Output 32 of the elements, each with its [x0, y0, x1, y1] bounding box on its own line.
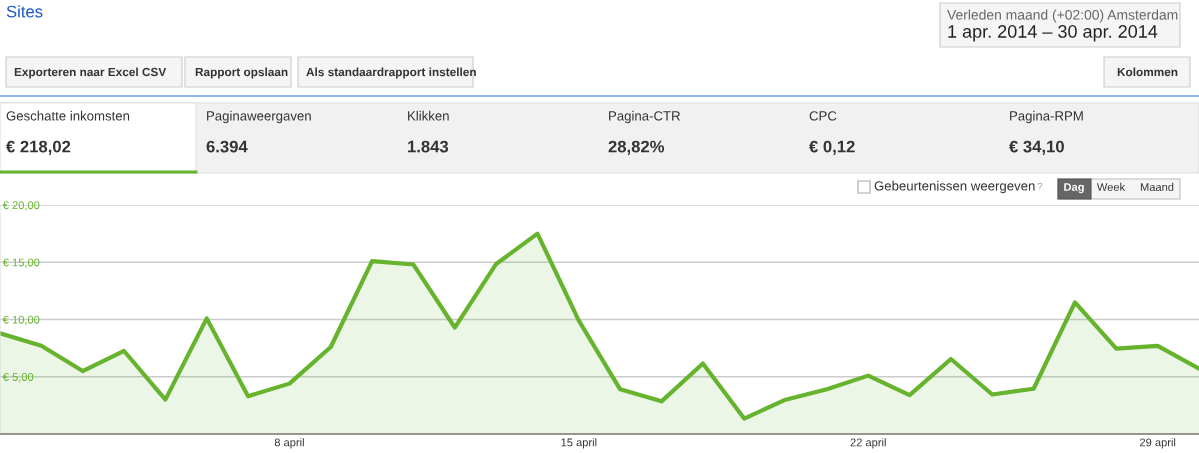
- text: Rapport opslaan: [195, 67, 288, 79]
- text: 1.843: [408, 140, 449, 153]
- text: Exporteren naar Excel CSV: [14, 67, 167, 79]
- text: € 34,10: [1009, 140, 1064, 155]
- text: Pagina-RPM: [1010, 110, 1083, 124]
- text: 1 apr. 2014 – 30 apr. 2014: [948, 25, 1158, 42]
- y-tick-label: € 10,00: [2, 315, 40, 325]
- text: Week: [1096, 182, 1126, 191]
- x-tick-label: 29 april: [1139, 438, 1176, 449]
- text: € 0,12: [809, 140, 855, 155]
- text: Dag: [1064, 183, 1084, 194]
- x-tick-label: 8 april: [274, 438, 304, 449]
- text: Verleden maand (+02:00) Amsterdam: [947, 9, 1178, 23]
- y-tick-label: € 5,00: [2, 373, 34, 383]
- text: Gebeurtenissen weergeven: [874, 180, 1035, 194]
- text: Sites: [6, 5, 43, 18]
- text: CPC: [809, 111, 837, 121]
- x-tick-label: 15 april: [561, 438, 597, 449]
- text: Als standaardrapport instellen: [306, 67, 476, 79]
- text: Kolommen: [1117, 67, 1178, 77]
- text: Maand: [1140, 182, 1174, 191]
- y-tick-label: € 15,00: [2, 258, 40, 268]
- x-tick-label: 22 april: [850, 438, 886, 449]
- y-tick-label: € 20,00: [2, 201, 40, 211]
- text: 28,82%: [608, 140, 665, 155]
- text: ?: [1037, 182, 1043, 190]
- text: Geschatte inkomsten: [6, 110, 130, 121]
- text: Paginaweergaven: [207, 110, 311, 124]
- text: € 218,02: [6, 140, 71, 155]
- text: 6.394: [206, 140, 248, 153]
- text: Pagina-CTR: [609, 110, 680, 124]
- text: Klikken: [408, 110, 449, 121]
